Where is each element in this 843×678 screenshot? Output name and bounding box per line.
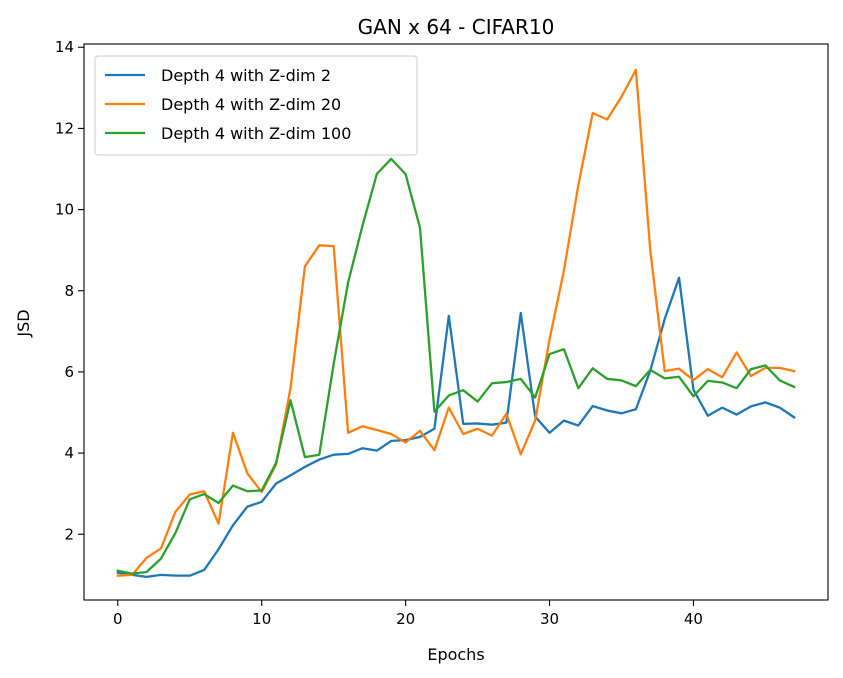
legend-label-2: Depth 4 with Z-dim 20 — [161, 95, 341, 114]
legend-label-3: Depth 4 with Z-dim 100 — [161, 124, 351, 143]
y-tick-label: 4 — [64, 444, 74, 462]
x-tick-label: 30 — [540, 610, 559, 628]
y-tick-label: 2 — [64, 525, 74, 543]
y-axis-label: JSD — [14, 309, 33, 337]
axes-frame — [83, 43, 829, 601]
y-tick-label: 6 — [64, 363, 74, 381]
plot-area: 0 10 20 30 40 2 4 6 8 10 12 14 Depth 4 with Z-dim 2 D… — [55, 38, 829, 628]
chart-title: GAN x 64 - CIFAR10 — [358, 15, 555, 39]
x-tick-label: 10 — [252, 610, 271, 628]
x-tick-label: 0 — [113, 610, 123, 628]
x-axis-label: Epochs — [427, 645, 484, 664]
series-line-1 — [116, 276, 796, 579]
y-tick-label: 14 — [55, 38, 74, 56]
x-tick-label: 40 — [684, 610, 703, 628]
legend-label-1: Depth 4 with Z-dim 2 — [161, 66, 331, 85]
series-line-3 — [116, 157, 796, 575]
y-tick-label: 10 — [55, 201, 74, 219]
y-tick-label: 12 — [55, 119, 74, 137]
x-tick-label: 20 — [396, 610, 415, 628]
legend-box — [94, 55, 418, 156]
series-line-2 — [116, 68, 796, 577]
y-tick-label: 8 — [64, 282, 74, 300]
